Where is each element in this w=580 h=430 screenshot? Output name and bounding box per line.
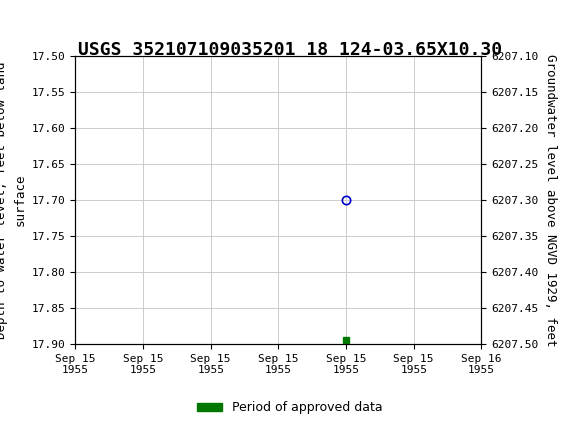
- Y-axis label: Depth to water level, feet below land
surface: Depth to water level, feet below land su…: [0, 61, 26, 339]
- Text: ▒USGS: ▒USGS: [9, 7, 72, 32]
- Legend: Period of approved data: Period of approved data: [192, 396, 388, 419]
- Y-axis label: Groundwater level above NGVD 1929, feet: Groundwater level above NGVD 1929, feet: [544, 54, 557, 346]
- Text: USGS 352107109035201 18 124-03.65X10.30: USGS 352107109035201 18 124-03.65X10.30: [78, 41, 502, 59]
